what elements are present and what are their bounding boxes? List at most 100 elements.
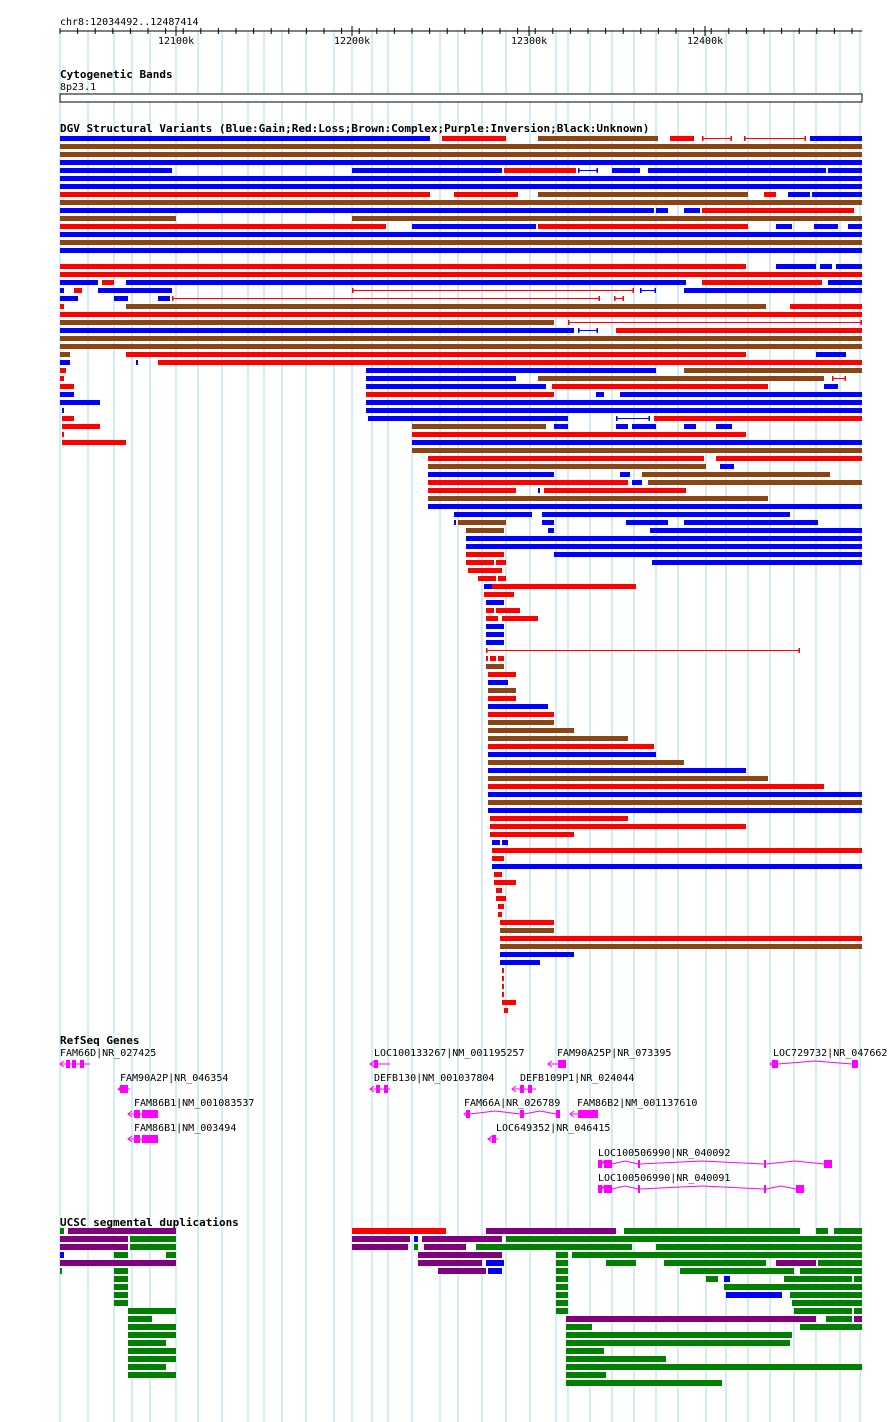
segdup-feature[interactable] xyxy=(776,1260,816,1266)
dgv-variant-end[interactable] xyxy=(702,136,704,141)
dgv-variant[interactable] xyxy=(454,192,518,197)
segdup-feature[interactable] xyxy=(790,1292,862,1298)
dgv-variant[interactable] xyxy=(60,144,862,149)
dgv-variant[interactable] xyxy=(498,904,504,909)
refseq-gene-label[interactable]: FAM86B1|NM_003494 xyxy=(134,1123,236,1134)
dgv-variant[interactable] xyxy=(412,224,536,229)
refseq-exon[interactable] xyxy=(466,1110,470,1118)
dgv-variant[interactable] xyxy=(442,136,506,141)
dgv-variant[interactable] xyxy=(488,768,746,773)
segdup-feature[interactable] xyxy=(826,1316,852,1322)
refseq-exon[interactable] xyxy=(528,1085,532,1093)
dgv-variant[interactable] xyxy=(490,824,746,829)
refseq-gene-label[interactable]: LOC729732|NR_047662 xyxy=(773,1048,887,1059)
dgv-variant[interactable] xyxy=(502,616,538,621)
dgv-variant[interactable] xyxy=(488,736,628,741)
dgv-variant[interactable] xyxy=(684,368,862,373)
refseq-exon[interactable] xyxy=(72,1060,76,1068)
segdup-feature[interactable] xyxy=(572,1252,862,1258)
dgv-variant[interactable] xyxy=(538,192,748,197)
dgv-variant[interactable] xyxy=(60,336,862,341)
dgv-variant[interactable] xyxy=(488,688,516,693)
dgv-variant[interactable] xyxy=(720,464,734,469)
refseq-exon[interactable] xyxy=(764,1160,766,1168)
dgv-variant[interactable] xyxy=(684,424,696,429)
dgv-variant[interactable] xyxy=(60,264,746,269)
dgv-variant[interactable] xyxy=(352,216,862,221)
dgv-variant[interactable] xyxy=(488,784,824,789)
segdup-feature[interactable] xyxy=(128,1324,176,1330)
segdup-feature[interactable] xyxy=(656,1244,862,1250)
segdup-feature[interactable] xyxy=(556,1276,568,1282)
segdup-feature[interactable] xyxy=(130,1244,176,1250)
segdup-feature[interactable] xyxy=(128,1340,166,1346)
dgv-variant[interactable] xyxy=(554,552,862,557)
dgv-variant[interactable] xyxy=(484,584,496,589)
segdup-feature[interactable] xyxy=(794,1308,852,1314)
segdup-feature[interactable] xyxy=(60,1268,62,1274)
dgv-variant[interactable] xyxy=(670,136,694,141)
segdup-feature[interactable] xyxy=(414,1244,418,1250)
dgv-variant[interactable] xyxy=(542,520,554,525)
dgv-variant[interactable] xyxy=(466,536,862,541)
segdup-feature[interactable] xyxy=(556,1252,568,1258)
dgv-variant-end[interactable] xyxy=(632,288,635,293)
dgv-variant[interactable] xyxy=(828,280,862,285)
segdup-feature[interactable] xyxy=(128,1308,176,1314)
dgv-variant[interactable] xyxy=(554,424,568,429)
segdup-feature[interactable] xyxy=(422,1236,502,1242)
dgv-variant[interactable] xyxy=(428,488,516,493)
dgv-variant[interactable] xyxy=(488,712,554,717)
dgv-variant[interactable] xyxy=(814,224,838,229)
segdup-feature[interactable] xyxy=(566,1324,592,1330)
refseq-exon[interactable] xyxy=(556,1110,560,1118)
refseq-gene-label[interactable]: FAM66A|NR_026789 xyxy=(464,1098,560,1109)
dgv-variant[interactable] xyxy=(60,320,554,325)
dgv-variant[interactable] xyxy=(466,544,862,549)
dgv-variant[interactable] xyxy=(490,816,628,821)
segdup-feature[interactable] xyxy=(556,1260,568,1266)
dgv-variant[interactable] xyxy=(654,416,862,421)
dgv-variant[interactable] xyxy=(466,552,504,557)
dgv-variant[interactable] xyxy=(60,360,70,365)
dgv-variant[interactable] xyxy=(494,880,516,885)
dgv-variant[interactable] xyxy=(502,976,504,981)
dgv-variant-end[interactable] xyxy=(614,296,616,301)
dgv-variant[interactable] xyxy=(500,960,540,965)
dgv-variant[interactable] xyxy=(484,592,514,597)
dgv-variant[interactable] xyxy=(496,560,506,565)
refseq-gene-label[interactable]: FAM66D|NR_027425 xyxy=(60,1048,156,1059)
dgv-variant[interactable] xyxy=(596,392,604,397)
dgv-variant[interactable] xyxy=(500,944,862,949)
dgv-variant[interactable] xyxy=(126,352,746,357)
dgv-variant[interactable] xyxy=(500,928,554,933)
dgv-variant[interactable] xyxy=(488,680,508,685)
dgv-variant[interactable] xyxy=(616,424,628,429)
dgv-variant[interactable] xyxy=(538,224,748,229)
dgv-variant[interactable] xyxy=(60,160,862,165)
dgv-variant[interactable] xyxy=(488,760,684,765)
refseq-exon[interactable] xyxy=(764,1185,766,1193)
dgv-variant[interactable] xyxy=(60,240,862,245)
segdup-feature[interactable] xyxy=(854,1316,862,1322)
dgv-variant[interactable] xyxy=(496,896,506,901)
dgv-variant[interactable] xyxy=(60,288,64,293)
dgv-variant[interactable] xyxy=(776,224,792,229)
dgv-variant-end[interactable] xyxy=(578,168,580,173)
refseq-exon[interactable] xyxy=(142,1110,158,1118)
dgv-variant[interactable] xyxy=(60,208,654,213)
dgv-variant[interactable] xyxy=(428,472,554,477)
dgv-variant-end[interactable] xyxy=(654,288,657,293)
dgv-variant[interactable] xyxy=(492,864,862,869)
dgv-variant[interactable] xyxy=(824,384,838,389)
dgv-variant-end[interactable] xyxy=(596,328,599,333)
segdup-feature[interactable] xyxy=(414,1236,418,1242)
dgv-variant[interactable] xyxy=(500,936,862,941)
dgv-variant[interactable] xyxy=(98,288,172,293)
refseq-exon[interactable] xyxy=(520,1085,524,1093)
dgv-variant[interactable] xyxy=(502,840,508,845)
dgv-variant-end[interactable] xyxy=(744,136,746,141)
dgv-variant-end[interactable] xyxy=(598,296,601,301)
refseq-exon[interactable] xyxy=(120,1085,128,1093)
refseq-exon[interactable] xyxy=(384,1085,388,1093)
